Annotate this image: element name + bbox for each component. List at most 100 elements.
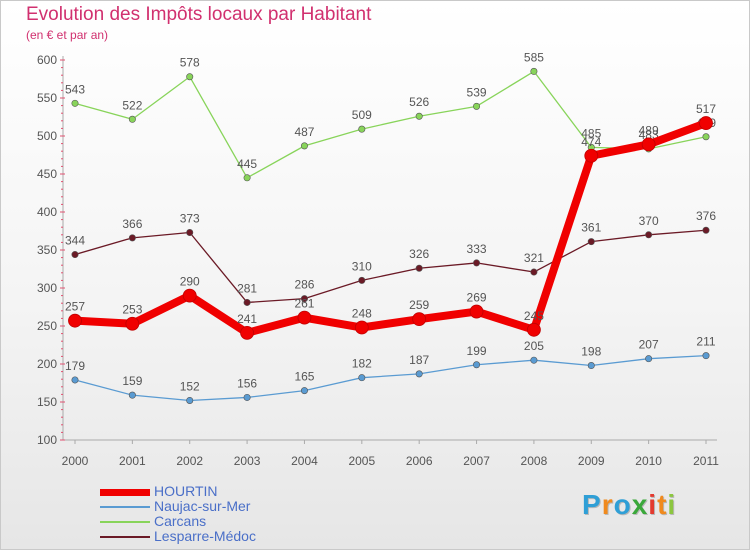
- data-point-naujac-sur-mer: [358, 374, 366, 382]
- legend-swatch-naujac: [100, 506, 150, 509]
- x-tick-label: 2006: [406, 454, 433, 468]
- data-label-lesparre-m-doc: 361: [581, 221, 601, 235]
- series-line-naujac-sur-mer: [74, 354, 707, 402]
- x-tick-label: 2011: [693, 454, 719, 468]
- data-label-naujac-sur-mer: 211: [696, 335, 715, 349]
- data-point-hourtin: [699, 116, 713, 130]
- data-point-naujac-sur-mer: [473, 361, 481, 369]
- data-point-carcans: [71, 99, 79, 107]
- data-label-naujac-sur-mer: 187: [409, 353, 429, 367]
- data-label-hourtin: 261: [294, 297, 314, 311]
- data-point-hourtin: [240, 325, 254, 340]
- data-label-naujac-sur-mer: 156: [237, 376, 257, 390]
- data-label-carcans: 485: [581, 126, 601, 140]
- data-label-lesparre-m-doc: 373: [180, 212, 200, 226]
- legend-item-carcans: Carcans: [100, 514, 256, 529]
- data-label-naujac-sur-mer: 182: [352, 357, 372, 371]
- data-point-naujac-sur-mer: [702, 352, 710, 360]
- data-point-lesparre-m-doc: [473, 259, 481, 267]
- data-point-lesparre-m-doc: [702, 226, 710, 234]
- y-tick-label: 550: [37, 91, 57, 105]
- x-tick-label: 2003: [234, 454, 261, 468]
- data-label-hourtin: 257: [65, 300, 85, 314]
- data-point-hourtin: [469, 304, 484, 319]
- data-point-carcans: [300, 142, 308, 150]
- chart-subtitle: (en € et par an): [26, 28, 109, 42]
- y-tick-label: 450: [37, 167, 57, 181]
- data-point-carcans: [530, 67, 538, 75]
- data-label-hourtin: 474: [581, 135, 601, 149]
- data-point-lesparre-m-doc: [530, 268, 538, 276]
- series-line-hourtin: [74, 119, 708, 337]
- logo-letter: o: [613, 489, 632, 520]
- data-point-carcans: [128, 115, 136, 123]
- data-label-naujac-sur-mer: 207: [639, 338, 659, 352]
- y-tick-label: 250: [37, 319, 57, 333]
- data-point-carcans: [702, 133, 710, 141]
- y-tick-label: 200: [37, 357, 57, 371]
- logo-letter: x: [631, 489, 649, 520]
- legend-item-naujac: Naujac-sur-Mer: [100, 499, 256, 514]
- series-line-carcans: [74, 70, 707, 179]
- data-point-lesparre-m-doc: [71, 251, 79, 259]
- data-label-carcans: 487: [294, 125, 314, 139]
- data-label-hourtin: 517: [696, 102, 716, 116]
- data-point-hourtin: [584, 148, 599, 163]
- data-label-carcans: 526: [409, 95, 429, 109]
- data-label-hourtin: 253: [122, 303, 142, 317]
- x-tick-label: 2009: [578, 454, 605, 468]
- data-point-carcans: [415, 112, 423, 120]
- y-tick-label: 100: [37, 433, 57, 447]
- data-label-naujac-sur-mer: 152: [180, 379, 200, 393]
- data-point-hourtin: [68, 313, 82, 328]
- legend-label-carcans: Carcans: [154, 513, 207, 529]
- x-tick-label: 2005: [348, 454, 375, 468]
- logo-letter: t: [657, 489, 668, 520]
- logo-letter: i: [648, 489, 658, 520]
- data-label-carcans: 509: [352, 108, 372, 122]
- x-tick-label: 2007: [463, 454, 490, 468]
- legend-item-hourtin: HOURTIN: [100, 484, 256, 499]
- data-point-naujac-sur-mer: [128, 391, 136, 399]
- y-tick-label: 600: [37, 53, 57, 67]
- y-tick-label: 150: [37, 395, 57, 409]
- x-tick-label: 2008: [521, 454, 548, 468]
- data-point-naujac-sur-mer: [186, 396, 194, 404]
- data-point-hourtin: [641, 137, 656, 152]
- data-point-hourtin: [527, 322, 541, 337]
- data-point-carcans: [186, 73, 194, 81]
- data-label-lesparre-m-doc: 376: [696, 209, 716, 223]
- data-label-naujac-sur-mer: 205: [524, 339, 544, 353]
- chart-legend: HOURTIN Naujac-sur-Mer Carcans Lesparre-…: [100, 484, 256, 544]
- data-point-lesparre-m-doc: [358, 276, 366, 284]
- x-tick-label: 2010: [635, 454, 662, 468]
- legend-label-lesparre: Lesparre-Médoc: [154, 528, 256, 544]
- data-point-lesparre-m-doc: [587, 238, 595, 246]
- data-point-carcans: [243, 174, 251, 182]
- x-tick-label: 2002: [176, 454, 203, 468]
- data-label-carcans: 578: [180, 56, 200, 70]
- data-label-naujac-sur-mer: 179: [65, 359, 85, 373]
- chart-title: Evolution des Impôts locaux par Habitant: [26, 4, 372, 25]
- data-label-carcans: 585: [524, 50, 544, 64]
- proxiti-logo: Proxiti: [582, 489, 676, 521]
- data-point-naujac-sur-mer: [587, 362, 595, 370]
- data-point-lesparre-m-doc: [645, 231, 653, 239]
- data-point-lesparre-m-doc: [243, 298, 251, 306]
- data-label-hourtin: 245: [524, 309, 544, 323]
- x-tick-label: 2001: [119, 454, 146, 468]
- y-tick-label: 300: [37, 281, 57, 295]
- data-point-carcans: [473, 102, 481, 110]
- data-label-naujac-sur-mer: 199: [467, 344, 487, 358]
- data-label-naujac-sur-mer: 165: [294, 370, 314, 384]
- y-tick-label: 500: [37, 129, 57, 143]
- data-label-lesparre-m-doc: 281: [237, 281, 257, 295]
- data-label-lesparre-m-doc: 321: [524, 251, 544, 265]
- legend-label-naujac: Naujac-sur-Mer: [154, 498, 251, 514]
- data-label-carcans: 543: [65, 82, 85, 96]
- data-label-lesparre-m-doc: 310: [352, 259, 372, 273]
- data-point-lesparre-m-doc: [300, 295, 308, 303]
- data-point-lesparre-m-doc: [415, 264, 423, 272]
- data-point-hourtin: [125, 316, 140, 331]
